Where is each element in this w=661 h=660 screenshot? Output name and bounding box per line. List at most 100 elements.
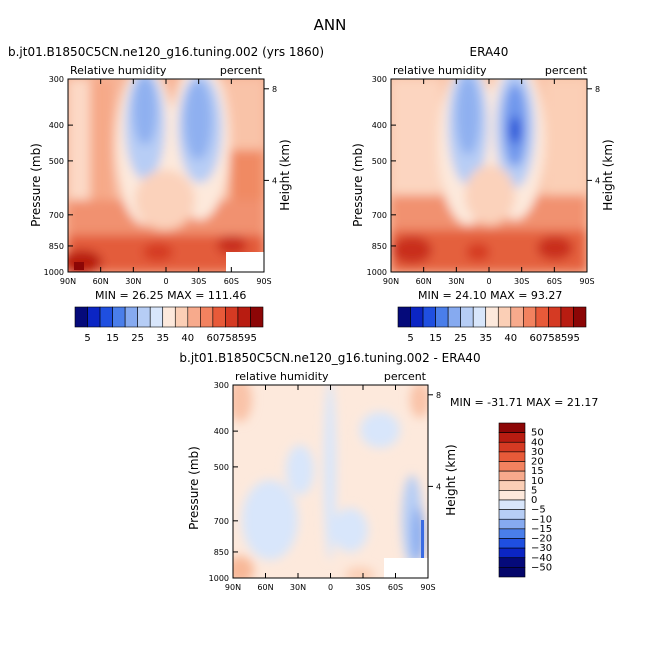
- colorbar-era40: 5 15 25 35 40 60 75 85 95: [397, 306, 587, 344]
- colorbar-swatch: [498, 528, 526, 539]
- colorbar-label: 95: [567, 333, 580, 344]
- page-title: ANN: [314, 16, 347, 34]
- colorbar-label: 15: [429, 333, 442, 344]
- panel-era40-y2label: Height (km): [601, 139, 615, 210]
- colorbar-swatch: [397, 306, 411, 328]
- x-tick-label: 30N: [290, 583, 306, 592]
- colorbar-label: 85: [232, 333, 245, 344]
- y-tick-label: 500: [49, 157, 64, 166]
- x-tick-label: 90S: [579, 277, 594, 286]
- colorbar-swatch: [137, 306, 151, 328]
- y2-tick-label: 4: [595, 176, 600, 185]
- colorbar-label: 0: [531, 495, 537, 506]
- colorbar-swatch: [187, 306, 201, 328]
- y-tick-label: 1000: [209, 574, 229, 583]
- colorbar-swatch: [535, 306, 549, 328]
- y-tick-label: 400: [49, 121, 64, 130]
- y-tick-label: 300: [372, 75, 387, 84]
- x-tick-label: 60N: [257, 583, 273, 592]
- x-tick-label: 60N: [93, 277, 109, 286]
- panel-diff-variable: relative humidity: [235, 370, 329, 383]
- panel-diff-ylabel: Pressure (mb): [187, 446, 201, 530]
- x-tick-label: 30S: [191, 277, 206, 286]
- panel-era40-units: percent: [545, 64, 588, 77]
- colorbar-swatch: [498, 461, 526, 472]
- panel-era40-stats: MIN = 24.10 MAX = 93.27: [418, 289, 562, 302]
- panel-diff-stats: MIN = -31.71 MAX = 21.17: [450, 396, 598, 409]
- x-tick-label: 30N: [125, 277, 141, 286]
- colorbar-swatch: [162, 306, 176, 328]
- y2-tick-label: 8: [436, 391, 441, 400]
- colorbar-swatch: [523, 306, 537, 328]
- panel-diff-axes: 90N 60N 30N 0 30S 60S 90S 300 400 500 700 850 1000 8 4: [209, 381, 441, 592]
- colorbar-label: 5: [84, 333, 90, 344]
- x-tick-label: 90N: [383, 277, 399, 286]
- y2-tick-label: 8: [595, 85, 600, 94]
- colorbar-swatch: [548, 306, 562, 328]
- y-tick-label: 300: [214, 381, 229, 390]
- panel-diff: b.jt01.B1850C5CN.ne120_g16.tuning.002 - …: [179, 351, 598, 592]
- colorbar-label: 75: [542, 333, 555, 344]
- colorbar-label: 15: [531, 466, 544, 477]
- panel-model-units: percent: [220, 64, 263, 77]
- colorbar-swatch: [498, 480, 526, 491]
- colorbar-swatch: [422, 306, 436, 328]
- panel-diff-y2label: Height (km): [444, 444, 458, 515]
- colorbar-swatch: [225, 306, 239, 328]
- panel-model-ylabel: Pressure (mb): [29, 143, 43, 227]
- colorbar-swatch: [410, 306, 424, 328]
- colorbar-swatch: [212, 306, 226, 328]
- y-tick-label: 850: [372, 242, 387, 251]
- colorbar-label: −20: [531, 534, 552, 545]
- colorbar-label: 20: [531, 457, 544, 468]
- x-tick-label: 60S: [224, 277, 239, 286]
- panel-era40: ERA40 relative humidity percent: [351, 45, 615, 302]
- y-tick-label: 500: [214, 463, 229, 472]
- y-tick-label: 700: [49, 211, 64, 220]
- x-tick-label: 0: [163, 277, 168, 286]
- colorbar-label: 85: [555, 333, 568, 344]
- colorbar-swatch: [74, 306, 88, 328]
- colorbar-swatch: [99, 306, 113, 328]
- colorbar-swatch: [174, 306, 189, 328]
- colorbar-swatch: [573, 306, 587, 328]
- colorbar-swatch: [498, 451, 526, 462]
- panel-era40-axes: 90N 60N 30N 0 30S 60S 90S 300 400 500 700 850 1000 8 4: [367, 75, 600, 286]
- colorbar-swatch: [498, 470, 526, 482]
- colorbar-swatch: [237, 306, 251, 328]
- panel-diff-field: [233, 385, 428, 578]
- colorbar-swatch: [447, 306, 461, 328]
- y-tick-label: 1000: [44, 268, 64, 277]
- y-tick-label: 500: [372, 157, 387, 166]
- colorbar-swatch: [497, 306, 512, 328]
- panel-era40-field: [391, 79, 587, 272]
- y-tick-label: 700: [372, 211, 387, 220]
- colorbar-swatch: [472, 306, 487, 328]
- panel-model-title: b.jt01.B1850C5CN.ne120_g16.tuning.002 (y…: [8, 45, 324, 59]
- colorbar-label: 35: [156, 333, 169, 344]
- colorbar-swatch: [435, 306, 449, 328]
- x-tick-label: 90S: [420, 583, 435, 592]
- x-tick-label: 90N: [60, 277, 76, 286]
- colorbar-swatch: [485, 306, 499, 328]
- x-tick-label: 90S: [256, 277, 271, 286]
- colorbar-label: 10: [531, 476, 544, 487]
- y-tick-label: 400: [372, 121, 387, 130]
- colorbar-label: 5: [407, 333, 413, 344]
- colorbar-swatch: [498, 422, 526, 433]
- colorbar-label: −10: [531, 514, 552, 525]
- panel-era40-ylabel: Pressure (mb): [351, 143, 365, 227]
- colorbar-swatch: [460, 306, 474, 328]
- colorbar-swatch: [498, 547, 526, 559]
- y2-tick-label: 8: [272, 85, 277, 94]
- x-tick-label: 60S: [388, 583, 403, 592]
- colorbar-swatch: [498, 499, 526, 510]
- colorbar-label: 15: [106, 333, 119, 344]
- y-tick-label: 850: [49, 242, 64, 251]
- y2-tick-label: 4: [436, 482, 441, 491]
- colorbar-label: 75: [219, 333, 232, 344]
- colorbar-swatch: [498, 557, 526, 568]
- x-tick-label: 90N: [225, 583, 241, 592]
